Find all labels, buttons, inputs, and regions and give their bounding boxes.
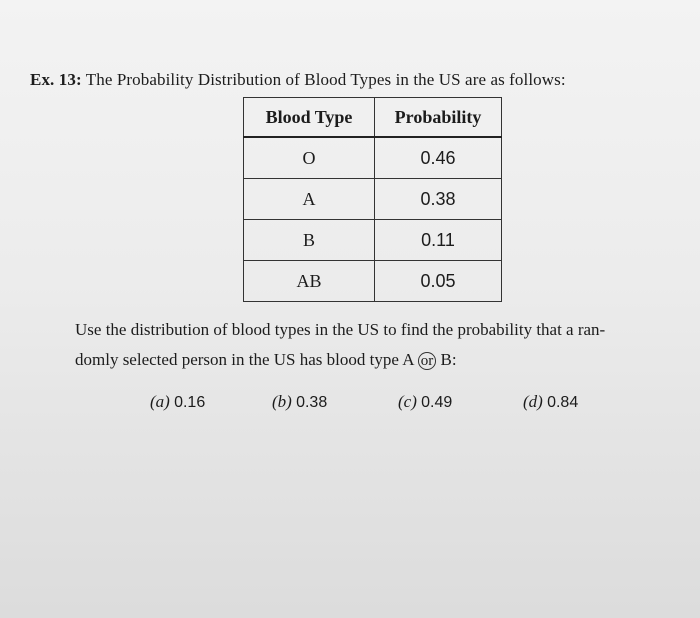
blood-type-cell: A: [243, 178, 375, 220]
choice-letter: (d): [523, 392, 543, 411]
choice-value: 0.16: [174, 394, 206, 411]
blood-type-cell: B: [243, 219, 375, 261]
choice-a: (a) 0.16: [150, 392, 205, 412]
question-text: Use the distribution of blood types in t…: [75, 315, 685, 375]
choice-value: 0.84: [547, 394, 579, 411]
exercise-title: The Probability Distribution of Blood Ty…: [85, 70, 566, 89]
probability-cell: 0.38: [374, 178, 502, 220]
probability-cell: 0.11: [374, 219, 502, 261]
probability-cell: 0.46: [374, 136, 502, 179]
table-header-row: Blood Type Probability: [243, 97, 502, 138]
table-row: A 0.38: [243, 178, 502, 220]
circled-or-mark: or: [417, 352, 437, 370]
choice-d: (d) 0.84: [523, 392, 578, 412]
choice-value: 0.49: [421, 394, 453, 411]
blood-type-table: Blood Type Probability O 0.46 A 0.38 B 0…: [243, 97, 502, 302]
header-probability: Probability: [374, 97, 502, 138]
choice-c: (c) 0.49: [398, 392, 452, 412]
blood-type-cell: AB: [243, 260, 375, 302]
exercise-heading: Ex. 13: The Probability Distribution of …: [30, 70, 566, 90]
question-line-2-end: B:: [440, 350, 457, 369]
question-line-1: Use the distribution of blood types in t…: [75, 320, 606, 339]
choice-b: (b) 0.38: [272, 392, 327, 412]
exercise-label: Ex. 13:: [30, 70, 82, 89]
question-line-2-start: domly selected person in the US has bloo…: [75, 350, 414, 369]
question-line-2: domly selected person in the US has bloo…: [75, 345, 685, 375]
choice-value: 0.38: [296, 394, 328, 411]
choice-letter: (a): [150, 392, 170, 411]
table-row: AB 0.05: [243, 260, 502, 302]
choice-letter: (b): [272, 392, 292, 411]
blood-type-cell: O: [243, 136, 375, 179]
table-row: B 0.11: [243, 219, 502, 261]
probability-cell: 0.05: [374, 260, 502, 302]
table-row: O 0.46: [243, 136, 502, 179]
header-blood-type: Blood Type: [243, 97, 375, 138]
choice-letter: (c): [398, 392, 417, 411]
